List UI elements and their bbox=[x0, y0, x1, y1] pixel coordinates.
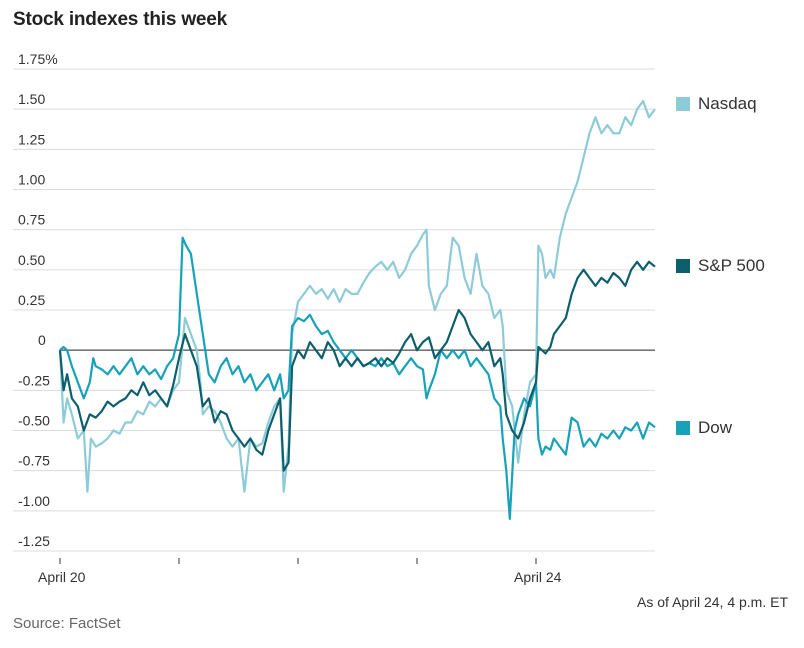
y-tick-label: -0.75 bbox=[18, 453, 50, 469]
y-tick-label: 0.75 bbox=[18, 212, 45, 228]
y-tick-label: 0 bbox=[38, 332, 46, 348]
y-tick-label: 1.50 bbox=[18, 91, 45, 107]
y-tick-label: -1.00 bbox=[18, 493, 50, 509]
y-tick-label: 1.25 bbox=[18, 131, 45, 147]
legend-label-dow: Dow bbox=[698, 418, 733, 437]
source-note: Source: FactSet bbox=[13, 615, 121, 632]
chart-title: Stock indexes this week bbox=[13, 9, 227, 30]
series-line-s-p-500 bbox=[58, 260, 656, 472]
legend-label-nasdaq: Nasdaq bbox=[698, 94, 757, 113]
series-lines bbox=[58, 99, 656, 521]
legend-item-dow: Dow bbox=[676, 418, 732, 438]
y-tick-label: 1.00 bbox=[18, 172, 45, 188]
legend-label-sp500: S&P 500 bbox=[698, 256, 765, 275]
y-tick-label: -0.50 bbox=[18, 413, 50, 429]
legend-swatch-nasdaq bbox=[676, 97, 690, 111]
y-tick-label: 1.75% bbox=[18, 51, 58, 67]
as-of-note: As of April 24, 4 p.m. ET bbox=[637, 594, 788, 610]
legend-swatch-sp500 bbox=[676, 259, 690, 273]
series-line-nasdaq bbox=[58, 99, 656, 493]
series-line-dow bbox=[59, 236, 656, 521]
y-tick-labels: 1.75% 1.50 1.25 1.00 0.75 0.50 0.25 0 -0.25 -0.50… bbox=[18, 51, 58, 549]
y-tick-label: -1.25 bbox=[18, 533, 50, 549]
legend-swatch-dow bbox=[676, 421, 690, 435]
x-tick-label: April 24 bbox=[514, 569, 562, 585]
y-tick-label: 0.25 bbox=[18, 292, 45, 308]
x-tick-label: April 20 bbox=[38, 569, 86, 585]
y-tick-label: 0.50 bbox=[18, 252, 45, 268]
y-gridlines bbox=[13, 68, 655, 552]
legend-item-nasdaq: Nasdaq bbox=[676, 94, 757, 114]
legend-item-sp500: S&P 500 bbox=[676, 256, 765, 276]
x-ticks: April 20 April 24 bbox=[38, 558, 562, 585]
y-tick-label: -0.25 bbox=[18, 372, 50, 388]
